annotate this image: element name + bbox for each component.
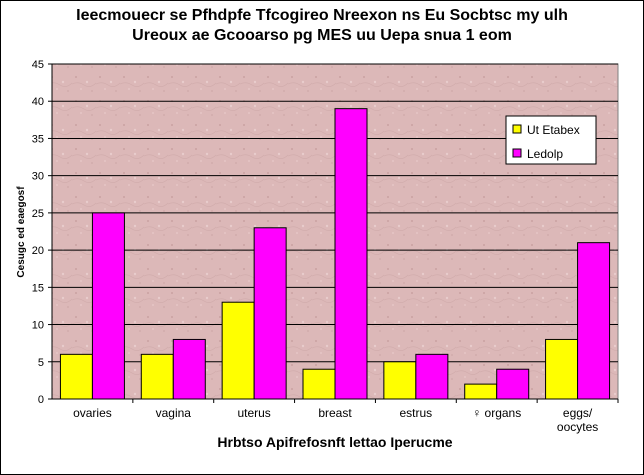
x-tick-label: estrus: [400, 406, 433, 420]
legend-label: Ledolp: [527, 147, 563, 161]
bar-series-2: [334, 108, 368, 400]
x-tick-label: vagina: [156, 406, 192, 420]
legend-label: Ut Etabex: [527, 123, 580, 137]
y-tick-label: 30: [32, 171, 44, 183]
legend: Ut Etabex Ledolp: [505, 115, 597, 165]
x-tick-labels: ovaries vagina uterus breast estrus ♀ organs e…: [73, 406, 598, 434]
y-tick-label: 15: [32, 282, 44, 294]
y-tick-label: 0: [38, 394, 44, 406]
y-tick-label: 5: [38, 357, 44, 369]
y-tick-label: 35: [32, 133, 44, 145]
bar-series-1: [464, 383, 498, 400]
x-axis-label: Hrbtso Apifrefosnft lettao Iperucme: [217, 434, 452, 450]
x-tick-label: eggs/oocytes: [557, 406, 598, 434]
y-tick-label: 10: [32, 320, 44, 332]
y-axis-label: Cesugc ed eaegosf: [16, 186, 27, 278]
bar-series-1: [383, 361, 417, 400]
chart-title-line-1: Ieecmouecr se Pfhdpfe Tfcogireo Nreexon …: [76, 7, 568, 24]
bar-series-2: [91, 212, 125, 400]
x-tick-label: ovaries: [73, 406, 112, 420]
y-tick-label: 20: [32, 245, 44, 257]
bar-series-2: [496, 368, 530, 400]
bar-series-1: [302, 368, 336, 400]
bar-series-1: [140, 353, 174, 400]
x-tick-label: ♀ organs: [472, 406, 521, 420]
y-tick-label: 45: [32, 59, 44, 71]
bar-series-2: [253, 227, 287, 400]
y-tick-label: 25: [32, 208, 44, 220]
bar-series-2: [577, 242, 611, 400]
axes: [48, 63, 619, 403]
legend-swatch: [512, 124, 522, 134]
bar-series-2: [172, 338, 206, 400]
chart-title-line-2: Ureoux ae Gcooarso pg MES uu Uepa snua 1…: [132, 27, 512, 44]
x-tick-label: uterus: [237, 406, 270, 420]
bar-series-1: [59, 353, 93, 400]
x-tick-label: breast: [318, 406, 352, 420]
chart-title: Ieecmouecr se Pfhdpfe Tfcogireo Nreexon …: [0, 6, 644, 46]
y-tick-label: 40: [32, 96, 44, 108]
bar-series-1: [545, 338, 579, 400]
bar-series-2: [415, 353, 449, 400]
bars: [59, 108, 611, 400]
y-tick-labels: 0 5 10 15 20 25 30 35 40 45: [32, 59, 44, 406]
legend-swatch: [512, 148, 522, 158]
bar-series-1: [221, 301, 255, 400]
